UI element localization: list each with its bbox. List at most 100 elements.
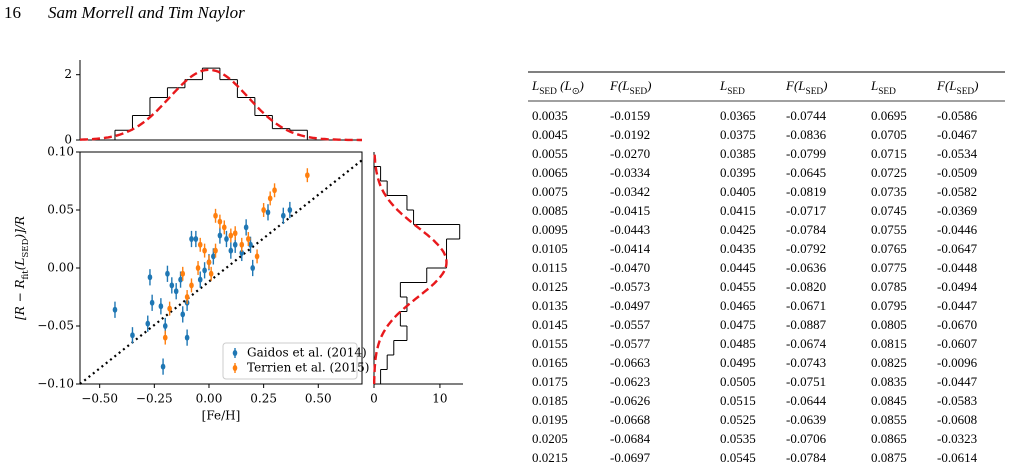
table-cell: -0.0668: [610, 412, 650, 427]
point: [206, 259, 212, 266]
point: [202, 247, 207, 254]
table-cell: 0.0105: [532, 241, 568, 256]
text-part: ): [973, 78, 978, 93]
point: [228, 232, 234, 239]
table-cell: -0.0670: [937, 317, 977, 332]
table-cell: 0.0155: [532, 336, 568, 351]
point: [272, 187, 277, 194]
table-cell: 0.0855: [871, 412, 907, 427]
table-cell: 0.0375: [720, 127, 756, 142]
legend-label: Terrien et al. (2015): [247, 361, 369, 375]
text-part: [R − R: [13, 280, 27, 320]
x-tick-label: −0.25: [136, 392, 173, 406]
point: [261, 207, 266, 213]
column-header: LSED: [870, 78, 896, 97]
point: [162, 323, 168, 329]
point: [147, 274, 153, 281]
gaussian-fit: [373, 151, 448, 384]
table-cell: -0.0470: [610, 260, 650, 275]
table-cell: 0.0485: [720, 336, 756, 351]
y-tick-label: 2: [64, 67, 72, 81]
table-cell: 0.0815: [871, 336, 907, 351]
table-cell: 0.0045: [532, 127, 568, 142]
legend-label: Gaidos et al. (2014): [247, 346, 367, 360]
column-header: LSED (L⊙): [531, 78, 584, 97]
table-cell: -0.0671: [786, 298, 826, 313]
table-cell: -0.0717: [786, 203, 827, 218]
table-cell: 0.0745: [871, 203, 907, 218]
table-cell: 0.0055: [532, 146, 568, 161]
table-cell: 0.0875: [871, 450, 907, 465]
point: [197, 276, 203, 283]
point: [250, 265, 255, 271]
table-cell: 0.0395: [720, 165, 756, 180]
table-cell: -0.0573: [610, 279, 650, 294]
subscript: fit: [21, 270, 31, 280]
table-cell: -0.0799: [786, 146, 826, 161]
point: [232, 241, 238, 248]
table-cell: 0.0405: [720, 184, 756, 199]
table-cell: 0.0785: [871, 279, 907, 294]
table-cell: -0.0448: [937, 260, 977, 275]
table-cell: 0.0835: [871, 374, 907, 389]
subscript: SED: [727, 87, 745, 97]
table-cell: 0.0195: [532, 412, 568, 427]
legend-box: [222, 342, 358, 380]
table-cell: 0.0065: [532, 165, 568, 180]
table-cell: 0.0435: [720, 241, 756, 256]
text-part: F(L: [785, 78, 806, 93]
table-cell: 0.0845: [871, 393, 907, 408]
point: [193, 236, 199, 242]
point: [167, 305, 172, 312]
table-cell: -0.0784: [786, 222, 827, 237]
table-cell: -0.0663: [610, 355, 650, 370]
table-cell: -0.0608: [937, 412, 977, 427]
point: [160, 363, 166, 370]
point: [213, 247, 218, 254]
table-cell: 0.0715: [871, 146, 907, 161]
table-cell: -0.0743: [786, 355, 826, 370]
table-cell: -0.0887: [786, 317, 827, 332]
table-cell: -0.0607: [937, 336, 978, 351]
table-cell: 0.0465: [720, 298, 756, 313]
point: [267, 195, 273, 202]
table-cell: 0.0085: [532, 203, 568, 218]
point: [281, 212, 286, 219]
point: [145, 320, 151, 327]
gaussian-fit: [79, 68, 362, 142]
point: [232, 230, 238, 237]
column-header: F(LSED): [609, 78, 652, 97]
y-axis-label: [R − Rfit(LSED)]/R: [13, 216, 31, 320]
point: [173, 288, 179, 295]
table-cell: -0.0744: [786, 108, 827, 123]
table-cell: -0.0414: [610, 241, 651, 256]
table-cell: -0.0614: [937, 450, 978, 465]
point: [305, 172, 310, 179]
x-tick-label: 0.50: [305, 392, 332, 406]
point: [169, 282, 175, 289]
table-cell: -0.0626: [610, 393, 651, 408]
table-cell: -0.0644: [786, 393, 827, 408]
table-cell: 0.0165: [532, 355, 568, 370]
table-cell: 0.0455: [720, 279, 756, 294]
point: [287, 207, 293, 213]
table-cell: 0.0385: [720, 146, 756, 161]
table-cell: -0.0836: [786, 127, 827, 142]
table-cell: -0.0342: [610, 184, 650, 199]
table-cell: -0.0582: [937, 184, 977, 199]
table-cell: -0.0096: [937, 355, 978, 370]
table-cell: 0.0495: [720, 355, 756, 370]
point: [254, 253, 260, 260]
table-cell: 0.0125: [532, 279, 568, 294]
table-cell: -0.0697: [610, 450, 651, 465]
text-part: F(L: [936, 78, 957, 93]
y-tick-label: 0.05: [47, 203, 74, 217]
point: [202, 267, 207, 274]
table-cell: -0.0784: [786, 450, 827, 465]
x-tick-label: −0.50: [81, 392, 118, 406]
point: [184, 294, 190, 300]
table-cell: -0.0534: [937, 146, 978, 161]
table-cell: 0.0775: [871, 260, 907, 275]
point: [184, 334, 190, 341]
